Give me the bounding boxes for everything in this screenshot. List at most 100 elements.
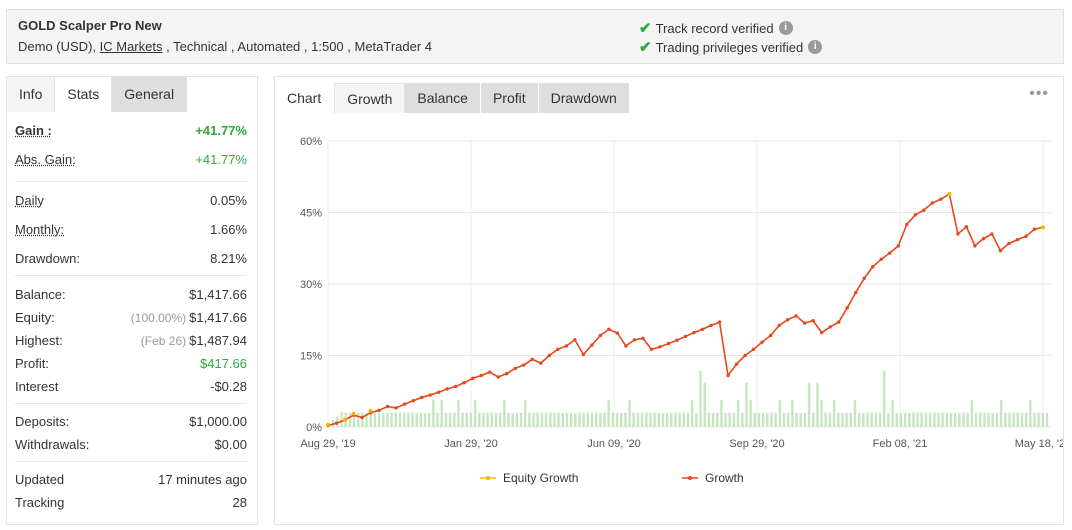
growth-point[interactable] <box>419 395 424 400</box>
growth-point[interactable] <box>777 323 781 328</box>
broker-link[interactable]: IC Markets <box>99 39 163 54</box>
growth-point[interactable] <box>981 237 986 241</box>
growth-point[interactable] <box>802 321 807 325</box>
growth-point[interactable] <box>871 265 875 269</box>
growth-point[interactable] <box>956 232 960 236</box>
growth-point[interactable] <box>488 370 492 374</box>
monthly-label[interactable]: Monthly: <box>15 222 65 237</box>
growth-point[interactable] <box>751 347 756 352</box>
equity-point[interactable] <box>1041 225 1045 230</box>
equity-point[interactable] <box>326 422 330 427</box>
growth-point[interactable] <box>411 399 415 403</box>
growth-point[interactable] <box>453 384 458 389</box>
legend-growth[interactable]: Growth <box>705 471 744 485</box>
tab-chart[interactable]: Chart <box>275 83 335 113</box>
growth-point[interactable] <box>675 338 679 342</box>
growth-point[interactable] <box>385 404 390 409</box>
growth-point[interactable] <box>734 362 739 366</box>
legend-equity-growth[interactable]: Equity Growth <box>503 471 578 485</box>
growth-point[interactable] <box>564 344 569 348</box>
growth-point[interactable] <box>590 343 594 347</box>
growth-point[interactable] <box>862 276 866 280</box>
growth-point[interactable] <box>513 366 517 371</box>
growth-point[interactable] <box>428 393 432 397</box>
growth-point[interactable] <box>496 375 500 379</box>
growth-point[interactable] <box>973 244 977 248</box>
growth-point[interactable] <box>462 380 466 385</box>
growth-point[interactable] <box>760 340 764 344</box>
growth-point[interactable] <box>768 333 773 338</box>
tab-drawdown[interactable]: Drawdown <box>538 83 630 113</box>
growth-point[interactable] <box>402 402 407 406</box>
growth-point[interactable] <box>556 347 560 352</box>
growth-point[interactable] <box>436 390 441 394</box>
growth-point[interactable] <box>819 330 824 335</box>
growth-point[interactable] <box>692 330 696 335</box>
growth-point[interactable] <box>479 373 483 378</box>
growth-point[interactable] <box>854 290 858 295</box>
tab-info[interactable]: Info <box>7 77 56 112</box>
growth-point[interactable] <box>888 251 892 255</box>
growth-point[interactable] <box>785 318 790 322</box>
growth-point[interactable] <box>700 327 705 331</box>
growth-point[interactable] <box>905 222 909 227</box>
growth-point[interactable] <box>913 213 918 217</box>
growth-point[interactable] <box>717 320 722 324</box>
growth-point[interactable] <box>709 323 713 328</box>
tab-balance[interactable]: Balance <box>405 83 481 113</box>
growth-point[interactable] <box>930 201 935 205</box>
growth-point[interactable] <box>658 345 662 349</box>
more-menu-icon[interactable]: ••• <box>1029 85 1049 102</box>
growth-point[interactable] <box>998 248 1003 253</box>
growth-point[interactable] <box>794 314 798 318</box>
growth-point[interactable] <box>598 333 603 338</box>
growth-point[interactable] <box>1015 237 1020 242</box>
growth-point[interactable] <box>666 341 671 346</box>
growth-point[interactable] <box>641 336 645 341</box>
growth-point[interactable] <box>1032 227 1037 231</box>
growth-point[interactable] <box>939 197 943 201</box>
tab-stats[interactable]: Stats <box>55 77 113 112</box>
tab-general[interactable]: General <box>112 77 188 112</box>
growth-point[interactable] <box>505 371 509 376</box>
growth-point[interactable] <box>530 357 534 362</box>
growth-point[interactable] <box>922 208 926 212</box>
growth-point[interactable] <box>547 353 552 358</box>
growth-point[interactable] <box>581 352 586 357</box>
growth-point[interactable] <box>811 319 815 323</box>
growth-point[interactable] <box>964 225 969 229</box>
growth-point[interactable] <box>649 347 654 352</box>
growth-point[interactable] <box>522 363 526 367</box>
growth-point[interactable] <box>573 338 577 342</box>
growth-point[interactable] <box>879 257 883 261</box>
growth-point[interactable] <box>845 306 849 310</box>
growth-point[interactable] <box>683 334 688 339</box>
growth-point[interactable] <box>837 320 841 324</box>
growth-point[interactable] <box>624 344 628 348</box>
growth-point[interactable] <box>471 376 475 381</box>
growth-point[interactable] <box>377 408 381 413</box>
abs-gain-label[interactable]: Abs. Gain: <box>15 152 76 167</box>
growth-point[interactable] <box>334 421 339 425</box>
tab-profit[interactable]: Profit <box>480 83 539 113</box>
daily-label[interactable]: Daily <box>15 193 44 208</box>
growth-point[interactable] <box>1007 241 1011 246</box>
growth-point[interactable] <box>615 331 620 335</box>
growth-point[interactable] <box>990 232 994 236</box>
equity-point[interactable] <box>351 411 356 416</box>
growth-point[interactable] <box>828 325 832 329</box>
info-icon[interactable]: i <box>808 40 823 54</box>
growth-point[interactable] <box>607 327 611 331</box>
growth-point[interactable] <box>360 415 364 420</box>
growth-point[interactable] <box>445 387 449 391</box>
info-icon[interactable]: i <box>778 21 793 35</box>
growth-point[interactable] <box>743 353 747 358</box>
growth-point[interactable] <box>539 361 543 365</box>
equity-point[interactable] <box>343 417 348 422</box>
equity-point[interactable] <box>368 408 373 413</box>
growth-point[interactable] <box>632 338 637 342</box>
equity-point[interactable] <box>947 191 952 196</box>
growth-point[interactable] <box>1024 234 1028 239</box>
growth-point[interactable] <box>726 373 730 378</box>
gain-label[interactable]: Gain : <box>15 123 52 138</box>
